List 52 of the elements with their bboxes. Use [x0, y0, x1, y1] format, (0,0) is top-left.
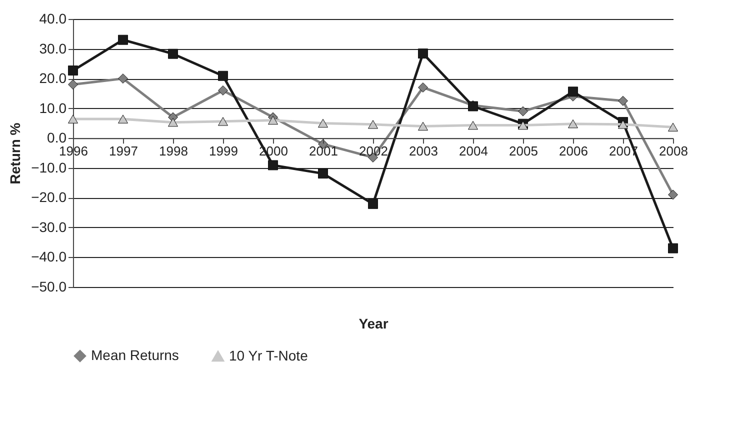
point [418, 122, 428, 131]
point [268, 160, 278, 170]
point [568, 119, 578, 128]
x-tick-label: 2001 [309, 144, 338, 159]
point [468, 120, 478, 130]
point [518, 106, 528, 116]
y-tick-label: 30.0 [39, 40, 67, 56]
x-tick-label: 2004 [459, 144, 488, 159]
point [368, 198, 378, 209]
x-tick-label: 1998 [159, 144, 188, 159]
y-tick-label: −30.0 [31, 218, 67, 235]
y-tick-label: −40.0 [31, 248, 67, 265]
y-tick-label: −20.0 [31, 189, 67, 206]
y-tick-label: −50.0 [31, 278, 67, 294]
point [168, 48, 178, 59]
x-tick-label: 2003 [409, 144, 438, 159]
point [218, 70, 228, 81]
point [68, 114, 78, 124]
y-tick-label: 10.0 [39, 100, 67, 116]
point [118, 74, 128, 84]
point [668, 190, 678, 200]
point [118, 34, 128, 45]
point [218, 117, 228, 126]
point [68, 80, 78, 90]
point [618, 96, 628, 106]
point [418, 82, 428, 92]
y-tick-label: −10.0 [31, 159, 67, 176]
y-tick-label: 40.0 [39, 10, 67, 26]
point [568, 86, 578, 97]
legend-label: 10 Yr T-Note [229, 347, 308, 364]
point [268, 116, 278, 125]
point [668, 243, 678, 254]
point [318, 118, 328, 128]
x-tick-label: 2008 [659, 144, 688, 159]
point [418, 48, 428, 59]
point [368, 120, 378, 129]
x-tick-label: 1999 [209, 144, 238, 159]
x-axis-title: Year [358, 316, 389, 332]
x-tick-label: 2005 [509, 144, 538, 159]
point [318, 168, 328, 179]
x-tick-label: 2006 [559, 144, 588, 159]
point [168, 118, 178, 127]
point [668, 122, 678, 132]
point [218, 85, 228, 96]
y-tick-label: 20.0 [39, 70, 67, 86]
point [118, 114, 128, 124]
y-axis-title: Return % [7, 122, 24, 184]
point [618, 120, 628, 129]
point [68, 66, 78, 76]
y-tick-label: 0.0 [47, 130, 67, 146]
legend-label: Mean Returns [91, 347, 179, 363]
x-tick-label: 1997 [109, 144, 138, 159]
